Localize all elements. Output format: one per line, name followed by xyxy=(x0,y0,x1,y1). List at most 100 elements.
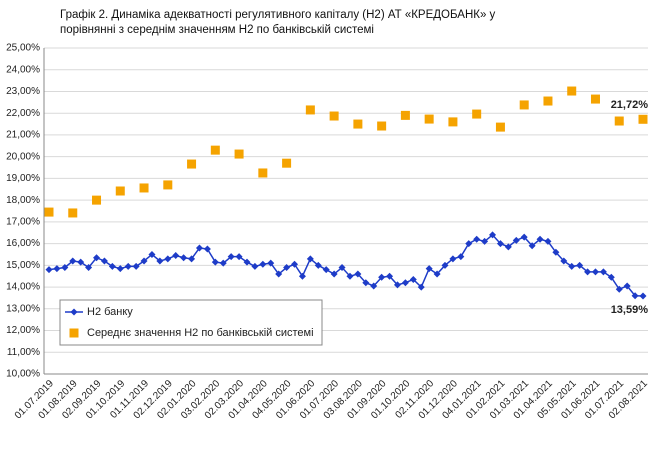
point xyxy=(251,262,259,270)
point xyxy=(108,262,116,270)
point xyxy=(560,257,568,265)
point xyxy=(61,264,69,272)
point xyxy=(519,100,529,110)
y-tick-label: 13,00% xyxy=(6,303,40,314)
point xyxy=(520,233,528,241)
point xyxy=(100,257,108,265)
point xyxy=(489,231,497,239)
point xyxy=(164,255,172,263)
point xyxy=(353,119,363,129)
legend-label: Н2 банку xyxy=(87,306,133,318)
point xyxy=(210,145,220,155)
point xyxy=(291,260,299,268)
point xyxy=(77,258,85,266)
point xyxy=(409,275,417,283)
point xyxy=(528,242,536,250)
point xyxy=(187,159,197,169)
point xyxy=(338,264,346,272)
point xyxy=(124,262,132,270)
y-tick-label: 19,00% xyxy=(6,173,40,184)
chart-title: Графік 2. Динаміка адекватності регуляти… xyxy=(60,9,496,36)
point xyxy=(148,250,156,258)
y-tick-label: 15,00% xyxy=(6,260,40,271)
point xyxy=(504,243,512,251)
point xyxy=(330,270,338,278)
point xyxy=(188,255,196,263)
data-label: 21,72% xyxy=(611,99,649,111)
point xyxy=(115,186,125,196)
point xyxy=(568,262,576,270)
point xyxy=(472,109,482,119)
point xyxy=(386,272,394,280)
point xyxy=(473,235,481,243)
point xyxy=(92,195,102,205)
y-tick-label: 10,00% xyxy=(6,369,40,380)
point xyxy=(139,183,149,193)
point xyxy=(512,236,520,244)
point xyxy=(536,235,544,243)
point xyxy=(591,268,599,276)
point xyxy=(203,245,211,253)
point xyxy=(156,257,164,265)
point xyxy=(306,255,314,263)
point xyxy=(544,237,552,245)
legend-box xyxy=(59,299,323,346)
point xyxy=(377,121,387,131)
point xyxy=(567,86,577,96)
point xyxy=(599,268,607,276)
point xyxy=(417,283,425,291)
point xyxy=(465,240,473,248)
point xyxy=(590,94,600,104)
point xyxy=(211,258,219,266)
point xyxy=(219,259,227,267)
point xyxy=(243,258,251,266)
point xyxy=(305,105,315,115)
point xyxy=(543,96,553,106)
point xyxy=(378,273,386,281)
y-tick-label: 20,00% xyxy=(6,151,40,162)
point xyxy=(44,207,54,217)
point xyxy=(441,261,449,269)
point xyxy=(298,272,306,280)
point xyxy=(607,273,615,281)
point xyxy=(623,282,631,290)
point xyxy=(85,264,93,272)
point xyxy=(322,266,330,274)
point xyxy=(258,168,268,178)
point xyxy=(354,270,362,278)
point xyxy=(314,261,322,269)
point xyxy=(227,253,235,261)
y-tick-label: 14,00% xyxy=(6,282,40,293)
point xyxy=(638,114,648,124)
point xyxy=(235,253,243,261)
point xyxy=(448,117,458,127)
data-label: 13,59% xyxy=(611,304,649,316)
point xyxy=(132,262,140,270)
point xyxy=(449,255,457,263)
point xyxy=(576,261,584,269)
y-tick-label: 17,00% xyxy=(6,217,40,228)
point xyxy=(481,237,489,245)
y-tick-label: 16,00% xyxy=(6,238,40,249)
point xyxy=(552,248,560,256)
point xyxy=(393,281,401,289)
point xyxy=(631,292,639,300)
point xyxy=(275,270,283,278)
point xyxy=(584,268,592,276)
point xyxy=(283,264,291,272)
y-tick-label: 23,00% xyxy=(6,86,40,97)
point xyxy=(424,114,434,124)
point xyxy=(639,292,647,300)
point xyxy=(69,257,77,265)
y-tick-label: 24,00% xyxy=(6,64,40,75)
point xyxy=(180,254,188,262)
legend-marker xyxy=(69,328,79,338)
point xyxy=(259,260,267,268)
point xyxy=(163,180,173,190)
y-tick-label: 12,00% xyxy=(6,325,40,336)
point xyxy=(362,279,370,287)
point xyxy=(370,282,378,290)
point xyxy=(282,158,292,168)
point xyxy=(496,240,504,248)
